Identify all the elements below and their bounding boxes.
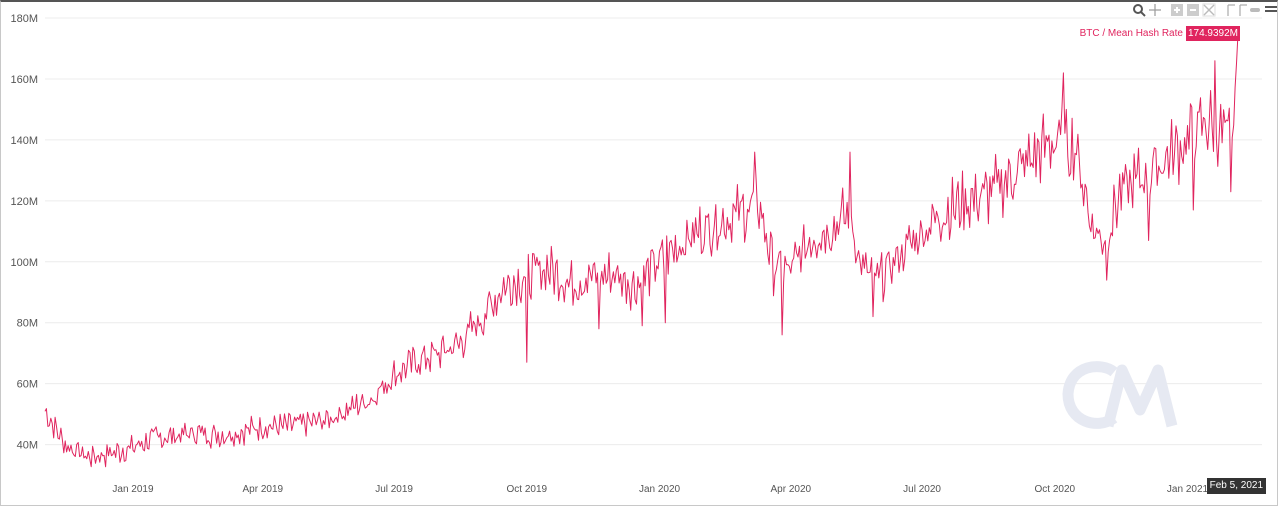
cm-watermark	[1062, 360, 1182, 437]
last-value-badge: 174.9392M	[1185, 26, 1240, 41]
x-tick-label: Jan 2020	[639, 484, 681, 495]
zoom-icon[interactable]	[1132, 3, 1146, 17]
x-tick-label: Apr 2020	[771, 484, 812, 495]
y-tick-label: 180M	[10, 13, 38, 25]
series-end-label: BTC / Mean Hash Rate 174.9392M	[1080, 26, 1240, 41]
zoom-out-icon[interactable]	[1186, 3, 1200, 17]
zoom-in-icon[interactable]	[1170, 3, 1184, 17]
reset-zoom-icon[interactable]	[1202, 3, 1216, 17]
crosshair-date-badge: Feb 5, 2021	[1206, 478, 1266, 494]
y-tick-label: 140M	[10, 135, 38, 147]
y-tick-label: 120M	[10, 196, 38, 208]
y-axis-labels: 40M 60M 80M 100M 120M 140M 160M 180M	[10, 13, 38, 452]
x-tick-label: Jul 2019	[375, 484, 413, 495]
cm-logo-icon	[1062, 361, 1178, 429]
x-tick-label: Jul 2020	[903, 484, 941, 495]
x-tick-label: Jan 2021	[1167, 484, 1209, 495]
y-tick-label: 160M	[10, 74, 38, 86]
x-tick-label: Oct 2020	[1034, 484, 1075, 495]
x-tick-label: Jan 2019	[112, 484, 154, 495]
series-layer	[44, 33, 1239, 468]
series-name-label: BTC / Mean Hash Rate	[1079, 28, 1183, 39]
menu-icon[interactable]	[1264, 3, 1278, 17]
flag-icon[interactable]	[1224, 3, 1238, 17]
x-tick-label: Apr 2019	[243, 484, 284, 495]
pan-icon[interactable]	[1148, 3, 1162, 17]
hash-rate-line	[44, 33, 1239, 468]
x-tick-label: Oct 2019	[507, 484, 548, 495]
y-tick-label: 80M	[17, 318, 38, 330]
x-axis-labels: Jan 2019 Apr 2019 Jul 2019 Oct 2019 Jan 2020…	[112, 484, 1208, 495]
y-tick-label: 100M	[10, 257, 38, 269]
grid-lines	[45, 17, 1262, 446]
y-tick-label: 40M	[17, 440, 38, 452]
collapse-icon[interactable]	[1248, 3, 1262, 17]
y-tick-label: 60M	[17, 379, 38, 391]
flag-icon[interactable]	[1236, 3, 1250, 17]
